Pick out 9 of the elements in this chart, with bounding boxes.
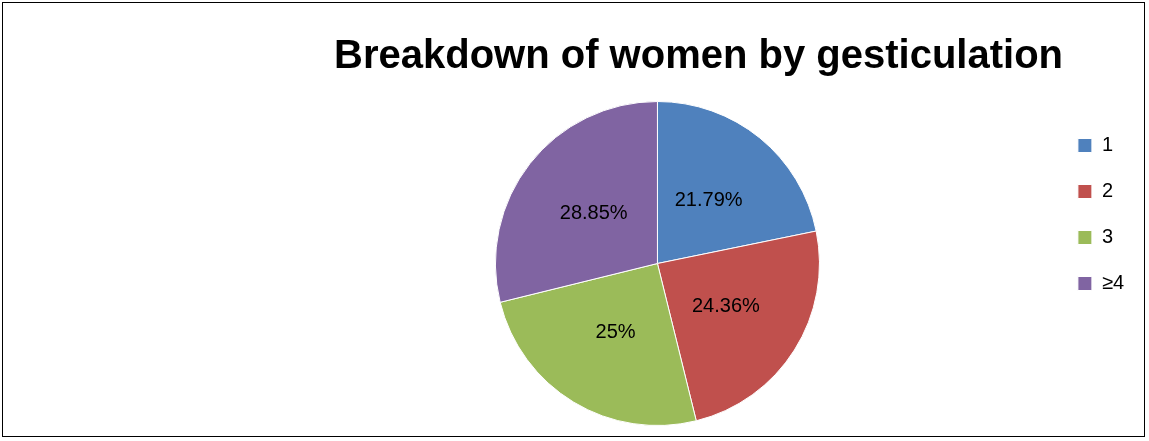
data-label: 21.79% <box>674 188 743 211</box>
legend-label: 2 <box>1101 179 1114 202</box>
legend-label: 1 <box>1101 133 1114 156</box>
data-label: 24.36% <box>692 294 761 317</box>
data-label: 28.85% <box>559 201 628 224</box>
legend-label: ≥4 <box>1101 271 1125 294</box>
legend-label: 3 <box>1101 225 1114 248</box>
chart-title: Breakdown of women by gesticulation <box>334 32 1063 77</box>
data-label: 25% <box>595 320 636 343</box>
